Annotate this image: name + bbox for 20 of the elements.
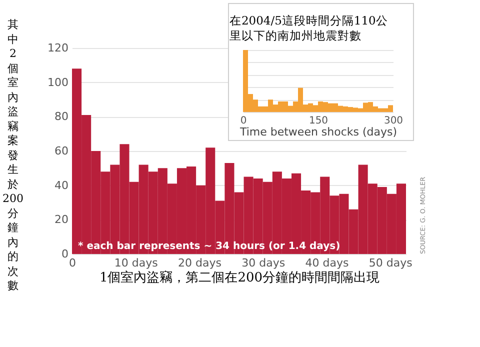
y-tick-label: 120 — [48, 42, 68, 54]
x-tick-label: 10 days — [114, 256, 158, 270]
x-tick-label: 0 — [240, 116, 247, 126]
x-tick-label: 40 days — [305, 256, 349, 270]
text: 其中2個室內盜竊案發生於200分鐘內的次數 — [2, 18, 24, 292]
y-tick-label: 80 — [54, 110, 68, 124]
y-tick-label: 100 — [48, 76, 68, 89]
annotation: * each bar represents ~ 34 hours (or 1.4 days) — [78, 241, 340, 252]
x-tick-label: 150 — [308, 116, 328, 126]
x-tick-label: 30 days — [242, 256, 286, 270]
y-tick-label: 40 — [54, 178, 68, 192]
y-tick-label: 20 — [54, 213, 68, 226]
x-tick-label: 20 days — [178, 256, 222, 270]
x-axis-title: Time between shocks (days) — [238, 126, 398, 138]
y-tick-label: 0 — [62, 248, 68, 260]
chart-title: 在2004/5這段時間分隔110公里以下的南加州地震對數 — [229, 14, 388, 42]
x-tick-label: 50 days — [368, 256, 413, 270]
y-tick-label: 60 — [54, 144, 68, 158]
x-tick-label: 300 — [384, 116, 404, 126]
x-axis-title: 1個室內盜竊，第二個在200分鐘的時間間隔出現 — [99, 270, 380, 286]
